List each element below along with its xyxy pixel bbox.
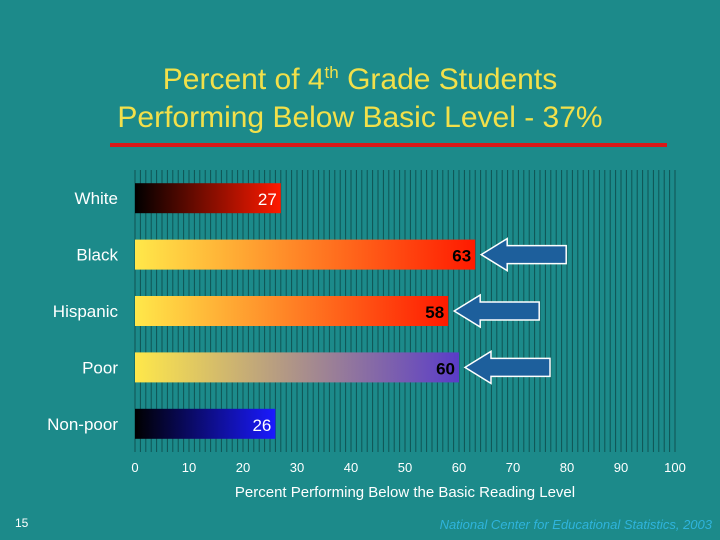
x-axis-label: Percent Performing Below the Basic Readi… (235, 484, 575, 501)
value-label: 63 (452, 247, 471, 266)
title-line-1: Percent of 4th Grade Students (162, 63, 558, 96)
chart-title: Percent of 4th Grade Students Performing… (0, 54, 720, 137)
x-tick-label: 50 (398, 460, 412, 475)
x-tick-label: 60 (452, 460, 466, 475)
title-underline (110, 143, 667, 147)
bar-black (135, 239, 476, 270)
category-label: Black (76, 246, 118, 265)
x-tick-label: 90 (614, 460, 628, 475)
category-label: Poor (82, 358, 118, 377)
x-tick-label: 80 (560, 460, 574, 475)
x-tick-label: 40 (344, 460, 358, 475)
value-label: 60 (436, 359, 455, 378)
category-label: White (75, 189, 118, 208)
bar-hispanic (135, 296, 449, 326)
title-line-2: Performing Below Basic Level - 37% (117, 101, 603, 134)
value-label: 27 (258, 190, 277, 209)
category-label: Hispanic (53, 302, 119, 321)
bar-poor (135, 352, 459, 383)
value-label: 26 (252, 416, 271, 435)
x-tick-label: 20 (236, 460, 250, 475)
pointer-arrow (479, 237, 567, 272)
x-tick-label: 10 (182, 460, 196, 475)
x-tick-label: 70 (506, 460, 520, 475)
x-tick-label: 0 (131, 460, 138, 475)
value-label: 58 (425, 303, 444, 322)
category-label: Non-poor (47, 415, 118, 434)
x-tick-label: 30 (290, 460, 304, 475)
pointer-arrow (452, 293, 540, 329)
bar-white (135, 183, 281, 214)
pointer-arrow (463, 350, 551, 385)
bar-non-poor (135, 408, 276, 439)
slide-number: 15 (15, 516, 29, 530)
source-citation: National Center for Educational Statisti… (439, 517, 712, 532)
x-tick-label: 100 (664, 460, 686, 475)
